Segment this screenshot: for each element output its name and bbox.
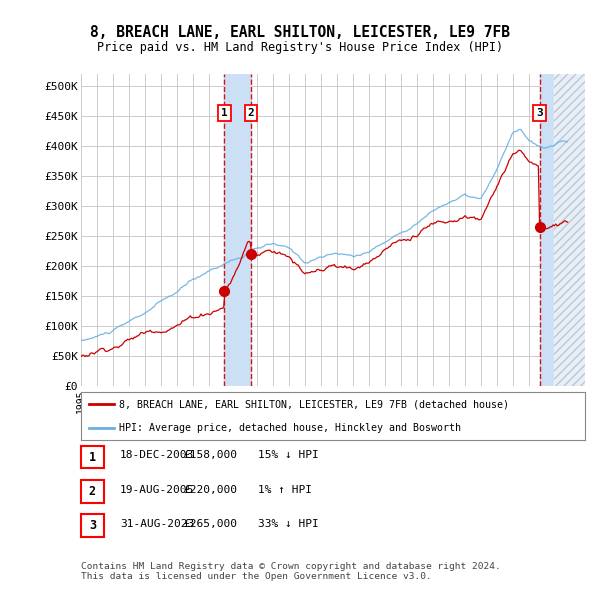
Text: 2: 2 (89, 485, 96, 498)
Text: 33% ↓ HPI: 33% ↓ HPI (258, 519, 319, 529)
Text: HPI: Average price, detached house, Hinckley and Bosworth: HPI: Average price, detached house, Hinc… (119, 423, 461, 432)
Text: 3: 3 (536, 108, 543, 118)
Text: 19-AUG-2005: 19-AUG-2005 (120, 485, 194, 494)
Text: 18-DEC-2003: 18-DEC-2003 (120, 451, 194, 460)
Text: £158,000: £158,000 (183, 451, 237, 460)
Text: £220,000: £220,000 (183, 485, 237, 494)
Text: 8, BREACH LANE, EARL SHILTON, LEICESTER, LE9 7FB: 8, BREACH LANE, EARL SHILTON, LEICESTER,… (90, 25, 510, 40)
Text: 2: 2 (248, 108, 254, 118)
Text: 1: 1 (221, 108, 228, 118)
Text: £265,000: £265,000 (183, 519, 237, 529)
Bar (554, 74, 585, 386)
Text: Price paid vs. HM Land Registry's House Price Index (HPI): Price paid vs. HM Land Registry's House … (97, 41, 503, 54)
Text: 15% ↓ HPI: 15% ↓ HPI (258, 451, 319, 460)
Text: 1: 1 (89, 451, 96, 464)
Text: 1% ↑ HPI: 1% ↑ HPI (258, 485, 312, 494)
Bar (554, 74, 585, 386)
Text: 31-AUG-2023: 31-AUG-2023 (120, 519, 194, 529)
Bar (539, 74, 585, 386)
Bar (224, 74, 251, 386)
Text: Contains HM Land Registry data © Crown copyright and database right 2024.
This d: Contains HM Land Registry data © Crown c… (81, 562, 501, 581)
Text: 8, BREACH LANE, EARL SHILTON, LEICESTER, LE9 7FB (detached house): 8, BREACH LANE, EARL SHILTON, LEICESTER,… (119, 399, 509, 409)
Text: 3: 3 (89, 519, 96, 532)
